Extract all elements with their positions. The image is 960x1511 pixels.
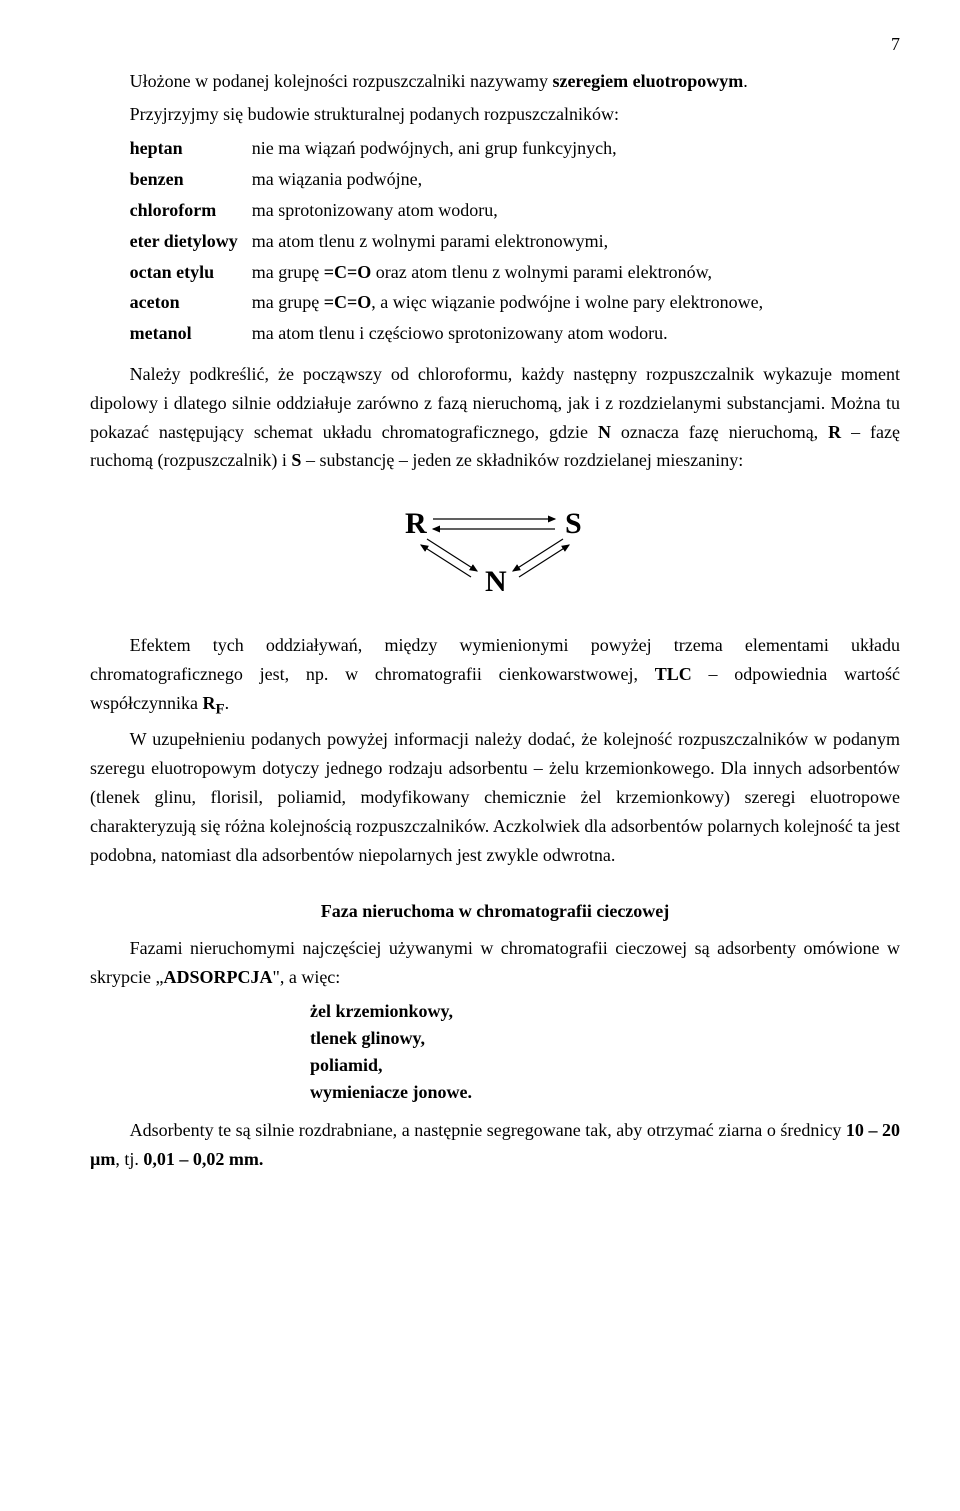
solvent-name: octan etylu bbox=[130, 258, 252, 289]
text: , a więc wiązanie podwójne i wolne pary … bbox=[371, 292, 763, 312]
paragraph-4: Efektem tych oddziaływań, między wymieni… bbox=[90, 631, 900, 721]
list-item: tlenek glinowy, bbox=[310, 1025, 900, 1052]
text: ma atom tlenu i częściowo sprotonizowany… bbox=[252, 323, 668, 343]
arrow-s-to-n bbox=[513, 539, 563, 571]
solvent-desc: ma atom tlenu z wolnymi parami elektrono… bbox=[252, 227, 771, 258]
text: ma grupę bbox=[252, 262, 324, 282]
text: ma atom tlenu z wolnymi parami elektrono… bbox=[252, 231, 608, 251]
diagram-S: S bbox=[565, 507, 582, 540]
diagram-R: R bbox=[405, 507, 427, 540]
tlc-bold: TLC bbox=[655, 664, 692, 684]
var-R: R bbox=[828, 422, 841, 442]
adsorbent-list: żel krzemionkowy, tlenek glinowy, poliam… bbox=[310, 998, 900, 1106]
intro-para-2: Przyjrzyjmy się budowie strukturalnej po… bbox=[90, 100, 900, 129]
rf-bold: RF bbox=[202, 693, 224, 713]
rsn-diagram-svg: R S N bbox=[375, 503, 615, 603]
adsorpcja-bold: ADSORPCJA bbox=[163, 967, 272, 987]
text: nie ma wiązań podwójnych, ani grup funkc… bbox=[252, 138, 617, 158]
paragraph-7: Adsorbenty te są silnie rozdrabniane, a … bbox=[90, 1116, 900, 1174]
list-item: poliamid, bbox=[310, 1052, 900, 1079]
arrow-n-to-r bbox=[421, 545, 471, 577]
solvent-name: eter dietylowy bbox=[130, 227, 252, 258]
table-row: eter dietylowy ma atom tlenu z wolnymi p… bbox=[130, 227, 772, 258]
solvent-name: benzen bbox=[130, 165, 252, 196]
text: Adsorbenty te są silnie rozdrabniane, a … bbox=[130, 1120, 846, 1140]
solvent-name: heptan bbox=[130, 134, 252, 165]
solvent-desc: nie ma wiązań podwójnych, ani grup funkc… bbox=[252, 134, 771, 165]
solvent-name: chloroform bbox=[130, 196, 252, 227]
text: oznacza fazę nieruchomą, bbox=[611, 422, 828, 442]
arrow-r-to-n bbox=[427, 539, 477, 571]
diagram-N: N bbox=[485, 565, 507, 598]
solvent-list: heptan nie ma wiązań podwójnych, ani gru… bbox=[130, 134, 772, 350]
list-item: żel krzemionkowy, bbox=[310, 998, 900, 1025]
var-N: N bbox=[598, 422, 611, 442]
text: . bbox=[743, 71, 748, 91]
size-mm-bold: 0,01 – 0,02 mm. bbox=[143, 1149, 263, 1169]
table-row: chloroform ma sprotonizowany atom wodoru… bbox=[130, 196, 772, 227]
table-row: aceton ma grupę =C=O, a więc wiązanie po… bbox=[130, 288, 772, 319]
solvent-desc: ma sprotonizowany atom wodoru, bbox=[252, 196, 771, 227]
rf-subscript: F bbox=[215, 701, 224, 717]
intro-para-1: Ułożone w podanej kolejności rozpuszczal… bbox=[90, 67, 900, 96]
page-number: 7 bbox=[90, 30, 900, 59]
solvent-name: aceton bbox=[130, 288, 252, 319]
var-S: S bbox=[291, 450, 301, 470]
table-row: benzen ma wiązania podwójne, bbox=[130, 165, 772, 196]
section-heading: Faza nieruchoma w chromatografii cieczow… bbox=[90, 897, 900, 926]
text: oraz atom tlenu z wolnymi parami elektro… bbox=[371, 262, 712, 282]
paragraph-6: Fazami nieruchomymi najczęściej używanym… bbox=[90, 934, 900, 992]
table-row: metanol ma atom tlenu i częściowo sproto… bbox=[130, 319, 772, 350]
solvent-desc: ma grupę =C=O, a więc wiązanie podwójne … bbox=[252, 288, 771, 319]
paragraph-3: Należy podkreślić, że począwszy od chlor… bbox=[90, 360, 900, 475]
formula-bold: =C=O bbox=[324, 292, 372, 312]
text: ma grupę bbox=[252, 292, 324, 312]
rsn-diagram: R S N bbox=[90, 503, 900, 603]
list-item: wymieniacze jonowe. bbox=[310, 1079, 900, 1106]
text: . bbox=[225, 693, 230, 713]
arrow-n-to-s bbox=[519, 545, 569, 577]
table-row: octan etylu ma grupę =C=O oraz atom tlen… bbox=[130, 258, 772, 289]
text: ma sprotonizowany atom wodoru, bbox=[252, 200, 498, 220]
formula-bold: =C=O bbox=[324, 262, 372, 282]
solvent-desc: ma grupę =C=O oraz atom tlenu z wolnymi … bbox=[252, 258, 771, 289]
table-row: heptan nie ma wiązań podwójnych, ani gru… bbox=[130, 134, 772, 165]
paragraph-5: W uzupełnieniu podanych powyżej informac… bbox=[90, 725, 900, 869]
solvent-name: metanol bbox=[130, 319, 252, 350]
term-bold: szeregiem eluotropowym bbox=[552, 71, 743, 91]
text: , tj. bbox=[115, 1149, 143, 1169]
solvent-desc: ma atom tlenu i częściowo sprotonizowany… bbox=[252, 319, 771, 350]
text: Ułożone w podanej kolejności rozpuszczal… bbox=[130, 71, 553, 91]
text: ma wiązania podwójne, bbox=[252, 169, 422, 189]
text: ", a więc: bbox=[272, 967, 340, 987]
text: – substancję – jeden ze składników rozdz… bbox=[301, 450, 743, 470]
solvent-desc: ma wiązania podwójne, bbox=[252, 165, 771, 196]
text: R bbox=[202, 693, 215, 713]
